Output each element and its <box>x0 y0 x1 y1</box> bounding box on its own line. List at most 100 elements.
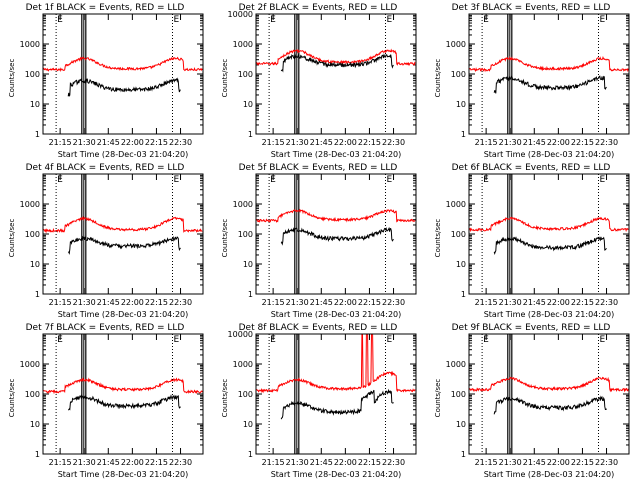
y-tick-label: 10 <box>456 100 466 109</box>
x-tick-label: 22:00 <box>547 298 570 307</box>
e-marker-label: E <box>57 175 63 185</box>
x-tick-label: 21:30 <box>286 138 309 147</box>
x-tick-label: 21:15 <box>475 138 498 147</box>
x-axis-label: Start Time (28-Dec-03 21:04:20) <box>484 310 615 319</box>
panel-det-1: Det 1f BLACK = Events, RED = LLD Counts/s… <box>8 3 204 159</box>
x-tick-label: 22:15 <box>358 298 381 307</box>
events-series-line <box>280 388 394 420</box>
x-tick-label: 21:30 <box>499 138 522 147</box>
e-marker-label: E <box>173 15 179 25</box>
y-axis-label: Counts/sec <box>434 219 442 258</box>
lld-series-line <box>256 208 416 223</box>
e-marker-label: E <box>599 335 605 345</box>
y-axis-label: Counts/sec <box>8 219 16 258</box>
events-series-line <box>68 394 181 411</box>
panel-title: Det 8f BLACK = Events, RED = LLD <box>239 323 398 333</box>
y-axis-label: Counts/sec <box>434 379 442 418</box>
x-tick-label: 22:15 <box>145 298 168 307</box>
x-tick-label: 21:30 <box>73 458 96 467</box>
x-axis-label: Start Time (28-Dec-03 21:04:20) <box>484 470 615 479</box>
events-series-line <box>67 77 181 97</box>
panel-title: Det 4f BLACK = Events, RED = LLD <box>26 163 185 173</box>
x-tick-label: 22:15 <box>358 138 381 147</box>
y-tick-label: 1000 <box>233 200 253 209</box>
x-tick-label: 22:00 <box>121 138 144 147</box>
x-axis-label: Start Time (28-Dec-03 21:04:20) <box>58 150 189 159</box>
panel-det-4: Det 4f BLACK = Events, RED = LLD Counts/s… <box>8 163 204 319</box>
y-tick-label: 10000 <box>228 10 253 19</box>
x-axis-label: Start Time (28-Dec-03 21:04:20) <box>271 310 402 319</box>
e-marker-label: E <box>386 15 392 25</box>
x-tick-label: 22:15 <box>145 458 168 467</box>
x-tick-label: 21:30 <box>286 458 309 467</box>
x-tick-label: 21:45 <box>310 458 333 467</box>
x-tick-label: 22:00 <box>334 298 357 307</box>
events-series-line <box>493 236 607 255</box>
x-tick-label: 21:30 <box>286 298 309 307</box>
e-marker-label: E <box>483 335 489 345</box>
plot-frame <box>255 333 417 455</box>
e-marker-label: E <box>483 175 489 185</box>
x-tick-label: 22:30 <box>382 298 405 307</box>
e-marker-label: E <box>386 335 392 345</box>
y-tick-label: 1 <box>461 450 466 459</box>
y-tick-label: 100 <box>238 70 253 79</box>
x-tick-label: 22:30 <box>595 138 618 147</box>
lld-series-line <box>43 377 203 395</box>
x-tick-label: 22:15 <box>571 458 594 467</box>
y-tick-label: 1000 <box>233 40 253 49</box>
panel-title: Det 9f BLACK = Events, RED = LLD <box>452 323 611 333</box>
panel-title: Det 1f BLACK = Events, RED = LLD <box>26 3 185 13</box>
x-tick-label: 22:30 <box>169 138 192 147</box>
panel-det-5: Det 5f BLACK = Events, RED = LLD Counts/s… <box>221 163 417 319</box>
x-axis-label: Start Time (28-Dec-03 21:04:20) <box>271 150 402 159</box>
panel-title: Det 7f BLACK = Events, RED = LLD <box>26 323 185 333</box>
y-tick-label: 10 <box>456 260 466 269</box>
y-tick-label: 100 <box>238 230 253 239</box>
x-tick-label: 22:00 <box>547 458 570 467</box>
y-tick-label: 1000 <box>446 360 466 369</box>
x-tick-label: 21:15 <box>262 458 285 467</box>
plot-frame <box>255 173 417 295</box>
plot-frame <box>468 173 630 295</box>
events-series-line <box>67 235 181 255</box>
x-tick-label: 21:15 <box>49 458 72 467</box>
y-tick-label: 10 <box>243 260 253 269</box>
lld-series-line <box>468 55 629 73</box>
y-tick-label: 1000 <box>446 40 466 49</box>
x-tick-label: 21:30 <box>73 138 96 147</box>
y-tick-label: 100 <box>238 390 253 399</box>
plot-frame <box>468 333 630 455</box>
y-axis-label: Counts/sec <box>221 59 229 98</box>
x-tick-label: 22:00 <box>547 138 570 147</box>
x-tick-label: 21:45 <box>97 298 120 307</box>
y-tick-label: 1000 <box>20 40 40 49</box>
y-tick-label: 1 <box>35 130 40 139</box>
y-tick-label: 100 <box>451 70 466 79</box>
x-tick-label: 22:30 <box>169 458 192 467</box>
x-tick-label: 21:45 <box>523 458 546 467</box>
e-marker-label: E <box>57 15 63 25</box>
panel-det-6: Det 6f BLACK = Events, RED = LLD Counts/s… <box>434 163 630 319</box>
x-tick-label: 22:30 <box>382 458 405 467</box>
x-tick-label: 22:30 <box>595 458 618 467</box>
y-tick-label: 10 <box>243 420 253 429</box>
y-tick-label: 1 <box>461 290 466 299</box>
panel-det-2: Det 2f BLACK = Events, RED = LLD Counts/s… <box>221 3 417 159</box>
lld-series-line <box>42 56 203 72</box>
y-tick-label: 1 <box>248 290 253 299</box>
lld-series-line <box>469 376 629 393</box>
panel-title: Det 3f BLACK = Events, RED = LLD <box>452 3 611 13</box>
e-marker-label: E <box>386 175 392 185</box>
e-marker-label: E <box>270 15 276 25</box>
plot-frame <box>42 173 204 295</box>
x-tick-label: 22:15 <box>145 138 168 147</box>
x-tick-label: 21:45 <box>97 458 120 467</box>
panel-det-3: Det 3f BLACK = Events, RED = LLD Counts/s… <box>434 3 630 159</box>
y-tick-label: 10000 <box>228 330 253 339</box>
events-series-line <box>493 75 607 94</box>
x-tick-label: 21:45 <box>97 138 120 147</box>
x-tick-label: 21:15 <box>262 298 285 307</box>
y-tick-label: 10 <box>30 100 40 109</box>
